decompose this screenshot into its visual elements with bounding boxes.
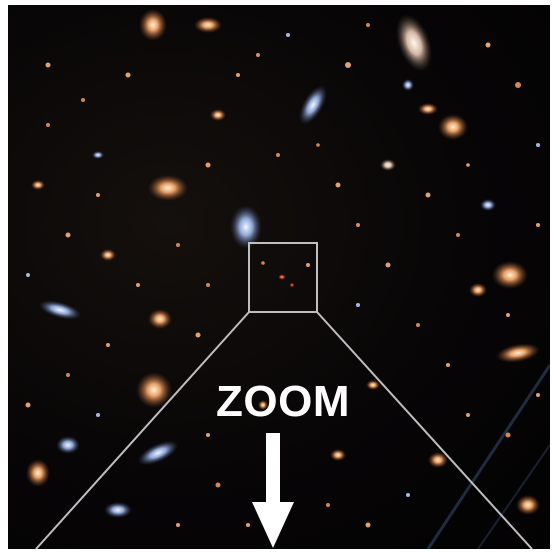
light-streaks	[426, 364, 550, 549]
down-arrow-icon	[252, 433, 294, 548]
zoom-line-right	[316, 311, 533, 549]
deep-field-image: ZOOM	[8, 5, 550, 549]
target-source	[261, 261, 294, 287]
galaxies	[26, 9, 540, 518]
deep-field-svg	[25, 9, 550, 549]
small-sources	[25, 23, 540, 528]
zoom-line-left	[35, 311, 250, 549]
zoom-box	[248, 242, 318, 313]
zoom-label: ZOOM	[216, 377, 350, 426]
zoom-region	[35, 242, 533, 549]
